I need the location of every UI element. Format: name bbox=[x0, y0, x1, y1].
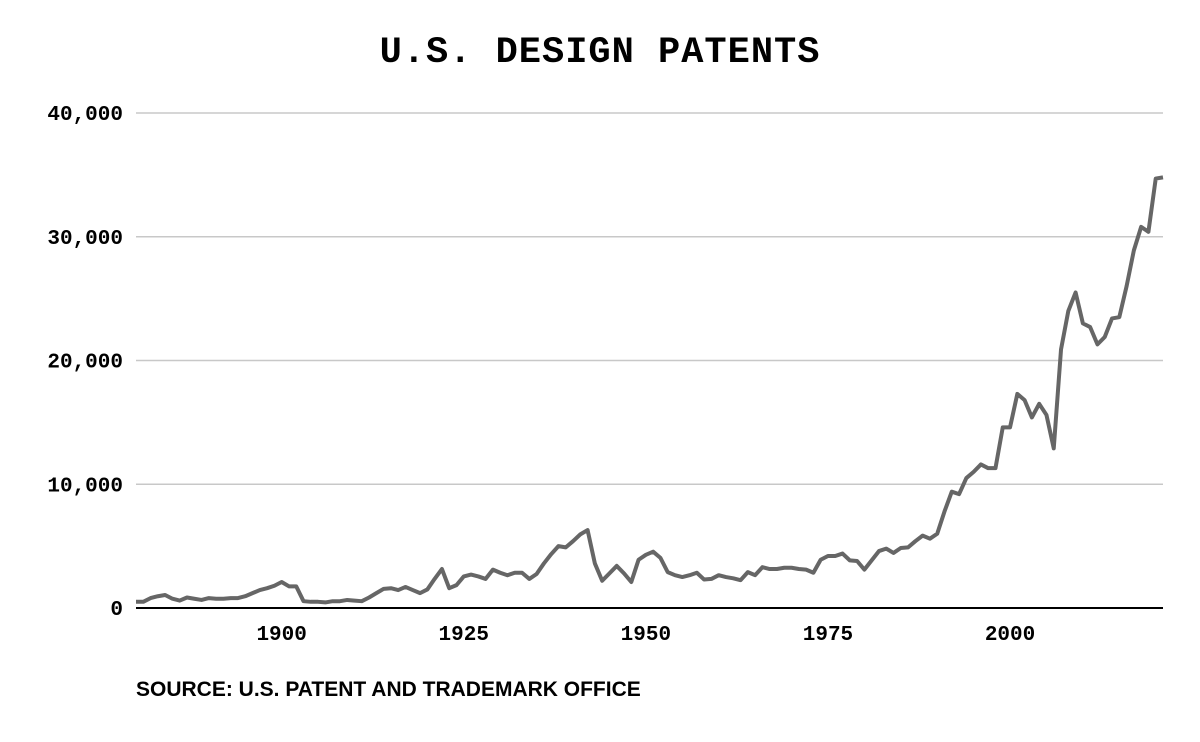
y-tick-label: 0 bbox=[110, 599, 123, 622]
x-axis-tick-labels: 1900 1925 1950 1975 2000 bbox=[256, 624, 1035, 647]
x-tick-label: 1900 bbox=[256, 624, 306, 647]
x-tick-label: 1925 bbox=[439, 624, 489, 647]
y-tick-label: 20,000 bbox=[47, 352, 123, 375]
y-tick-label: 10,000 bbox=[47, 475, 123, 498]
y-tick-label: 30,000 bbox=[47, 228, 123, 251]
x-tick-label: 1950 bbox=[621, 624, 671, 647]
source-note: SOURCE: U.S. PATENT AND TRADEMARK OFFICE bbox=[136, 678, 641, 701]
series-line-design-patents bbox=[136, 175, 1164, 605]
chart-title: U.S. DESIGN PATENTS bbox=[379, 32, 821, 74]
y-axis-tick-labels: 0 10,000 20,000 30,000 40,000 bbox=[47, 104, 123, 622]
x-tick-label: 1975 bbox=[803, 624, 853, 647]
gridlines bbox=[136, 112, 1163, 485]
y-tick-label: 40,000 bbox=[47, 104, 123, 127]
x-tick-label: 2000 bbox=[985, 624, 1035, 647]
